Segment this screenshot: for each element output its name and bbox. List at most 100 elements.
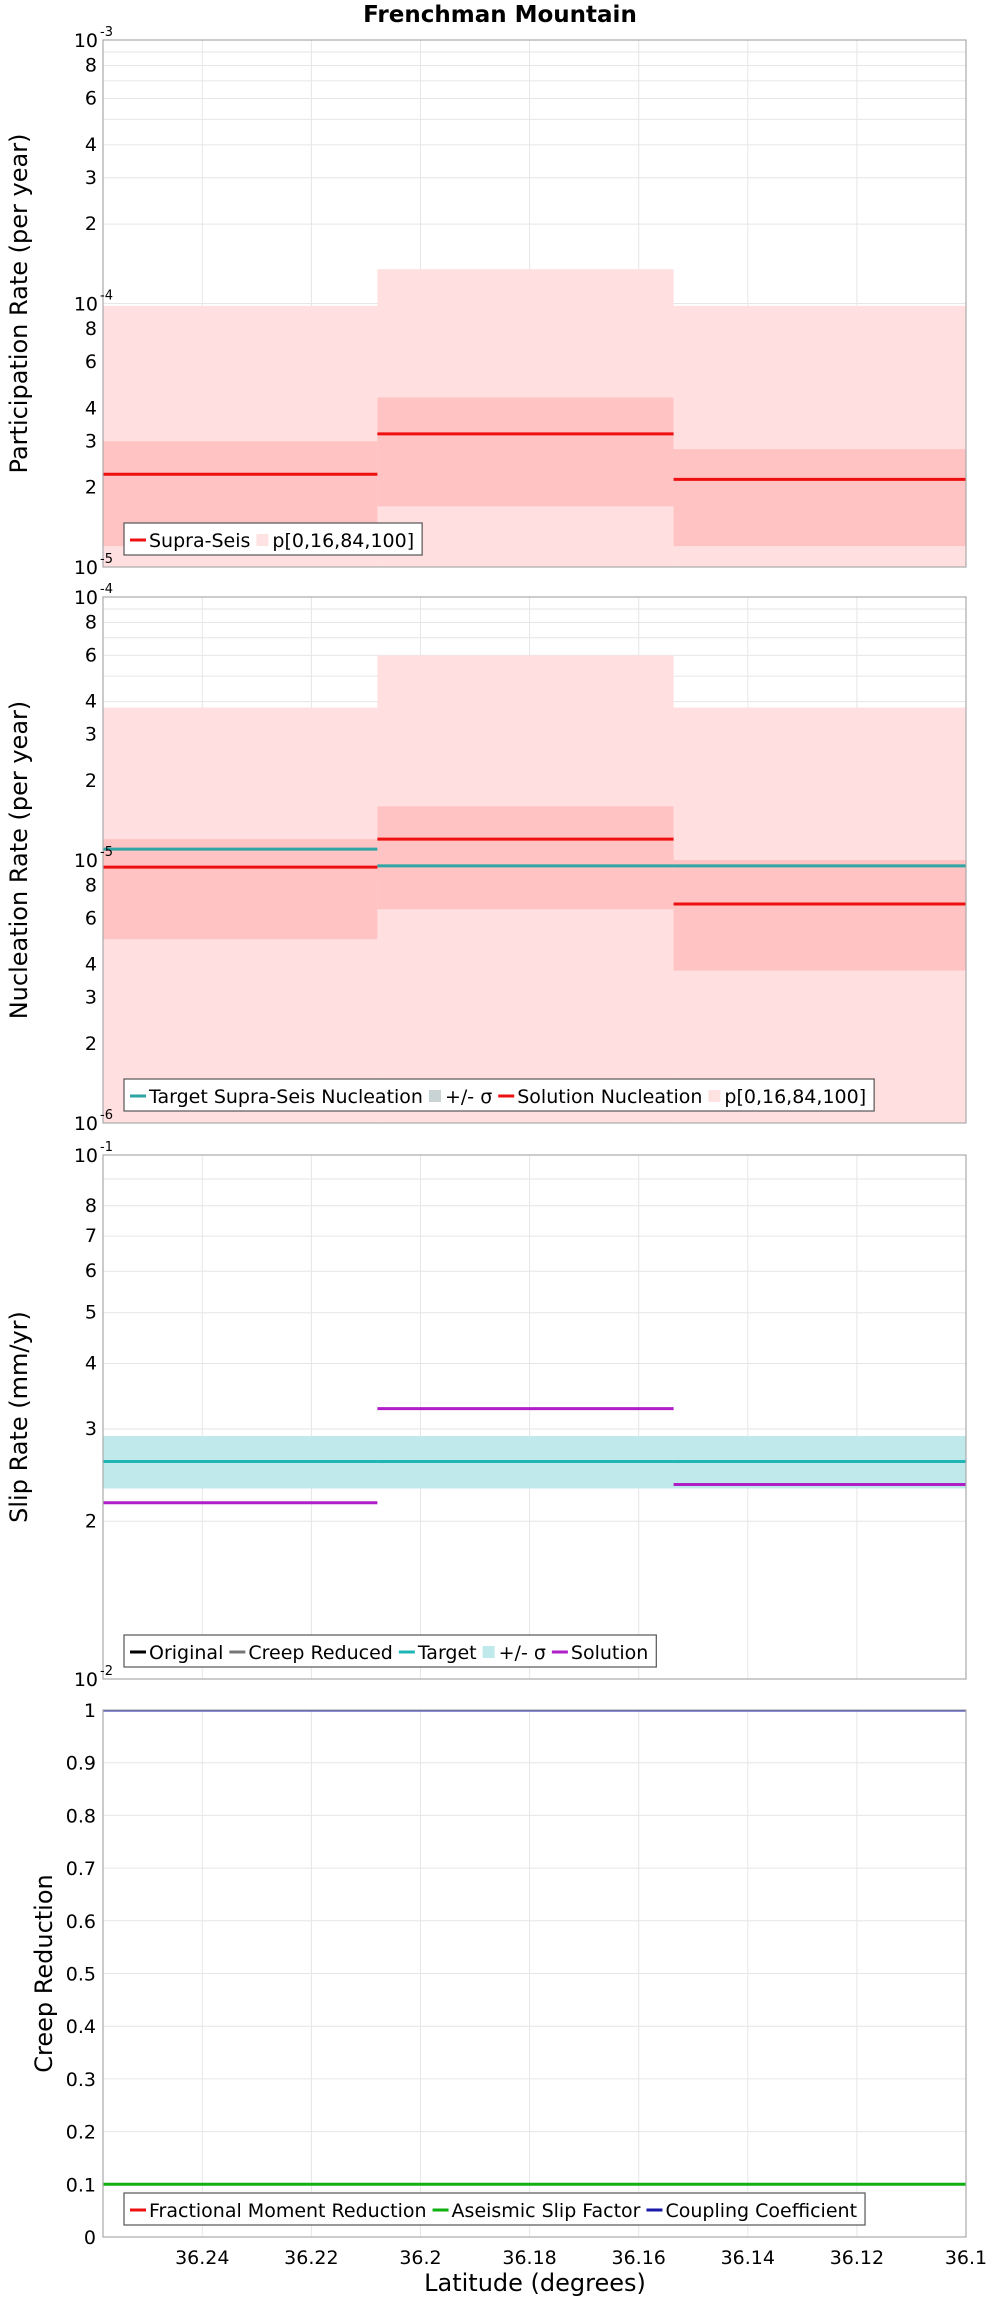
x-tick-label: 36.24: [175, 2247, 229, 2269]
legend-label: Creep Reduced: [248, 1642, 392, 1664]
y-minor-tick-label: 6: [85, 87, 97, 109]
y-tick-label: 0.7: [66, 1858, 96, 1880]
legend-box: [123, 1634, 657, 1668]
y-minor-tick-label: 2: [85, 1033, 97, 1055]
band-inner: [673, 860, 966, 971]
plot-area: [103, 269, 966, 567]
legend: Original Creep Reduced Target +/- σ Solution: [123, 1634, 657, 1668]
plot-area: [103, 655, 966, 1123]
y-tick-label: 10: [74, 557, 98, 579]
y-tick-label: 0.9: [66, 1753, 96, 1775]
legend-label: Fractional Moment Reduction: [149, 2200, 427, 2222]
x-axis-label: Latitude (degrees): [424, 2269, 646, 2297]
x-tick-label: 36.2: [399, 2247, 441, 2269]
y-minor-tick-label: 8: [85, 318, 97, 340]
y-minor-tick-label: 2: [85, 213, 97, 235]
y-minor-tick-label: 6: [85, 351, 97, 373]
y-minor-tick-label: 7: [85, 1225, 97, 1247]
band-inner: [673, 449, 966, 547]
legend-swatch: [708, 1090, 721, 1102]
y-tick-label: 0.8: [66, 1805, 96, 1827]
legend: Target Supra-Seis Nucleation +/- σ Solutio…: [123, 1078, 875, 1112]
y-minor-tick-label: 2: [85, 770, 97, 792]
plot-frame: [102, 596, 967, 1124]
y-tick-label: 0.1: [66, 2174, 96, 2196]
legend-swatch: [256, 534, 269, 546]
y-tick-label: 0.3: [66, 2069, 96, 2091]
y-minor-tick-label: 4: [85, 1353, 97, 1375]
band-inner: [377, 397, 674, 507]
x-tick-label: 36.16: [611, 2247, 665, 2269]
y-minor-tick-label: 2: [85, 477, 97, 499]
panel-4: 0 0.1 0.2 0.3 0.4 0.5 0.6 0.7 0.8 0.9 1 Creep Reduc…: [30, 1700, 967, 2249]
y-minor-tick-label: 6: [85, 907, 97, 929]
y-minor-tick-label: 8: [85, 1195, 97, 1217]
chart-title: Frenchman Mountain: [363, 2, 637, 28]
y-minor-tick-label: 3: [85, 1418, 97, 1440]
y-minor-tick-label: 6: [85, 1260, 97, 1282]
y-axis-label: Participation Rate (per year): [5, 134, 33, 474]
x-tick-label: 36.1: [945, 2247, 987, 2269]
legend-label: p[0,16,84,100]: [724, 1086, 866, 1108]
legend: Supra-Seis p[0,16,84,100]: [123, 522, 423, 556]
y-tick-label: 10: [74, 1669, 98, 1691]
legend-label: Solution: [571, 1642, 648, 1664]
y-axis-label: Creep Reduction: [30, 1874, 58, 2072]
y-tick-label: 0.4: [66, 2016, 96, 2038]
plot-frame: [102, 1709, 967, 2238]
y-tick-exponent: -6: [100, 1108, 113, 1123]
plot-frame: [102, 39, 967, 568]
y-minor-tick-label: 5: [85, 1302, 97, 1324]
y-minor-tick-label: 4: [85, 134, 97, 156]
legend-swatch: [428, 1090, 441, 1102]
y-tick-label: 10: [74, 850, 98, 872]
y-minor-tick-label: 6: [85, 644, 97, 666]
y-tick-label: 10: [74, 587, 98, 609]
y-tick-exponent: -1: [100, 1140, 113, 1155]
y-minor-tick-label: 4: [85, 954, 97, 976]
legend-background: [124, 523, 423, 555]
x-tick-label: 36.22: [284, 2247, 338, 2269]
plot-frame: [102, 1154, 967, 1680]
y-tick-label: 10: [74, 294, 98, 316]
y-minor-tick-label: 3: [85, 167, 97, 189]
y-minor-tick-label: 8: [85, 874, 97, 896]
y-tick-label: 0.2: [66, 2122, 96, 2144]
y-tick-exponent: -3: [100, 25, 113, 40]
y-axis-label: Nucleation Rate (per year): [5, 701, 33, 1020]
legend-label: Original: [149, 1642, 223, 1664]
legend-label: Coupling Coefficient: [665, 2200, 857, 2222]
y-tick-exponent: -4: [100, 582, 113, 597]
legend-label: Solution Nucleation: [517, 1086, 702, 1108]
y-axis-label: Slip Rate (mm/yr): [5, 1311, 33, 1523]
y-minor-tick-label: 4: [85, 397, 97, 419]
y-tick-exponent: -4: [100, 289, 113, 304]
y-tick-label: 0.6: [66, 1911, 96, 1933]
legend-box: [123, 522, 423, 556]
legend-label: +/- σ: [499, 1642, 546, 1664]
y-tick-label: 0: [84, 2227, 96, 2249]
y-minor-tick-label: 4: [85, 691, 97, 713]
y-tick-exponent: -5: [100, 552, 113, 567]
x-tick-label: 36.18: [502, 2247, 556, 2269]
y-minor-tick-label: 2: [85, 1510, 97, 1532]
y-minor-tick-label: 3: [85, 724, 97, 746]
legend-label: Target: [417, 1642, 477, 1664]
y-tick-label: 10: [74, 1145, 98, 1167]
y-tick-label: 1: [84, 1700, 96, 1722]
legend-label: p[0,16,84,100]: [272, 530, 414, 552]
y-minor-tick-label: 3: [85, 987, 97, 1009]
y-tick-exponent: -2: [100, 1664, 113, 1679]
y-tick-label: 10: [74, 1113, 98, 1135]
legend-box: [123, 2192, 866, 2226]
plot-area: [103, 1407, 966, 1505]
legend-background: [124, 2193, 866, 2225]
legend-label: Aseismic Slip Factor: [452, 2200, 641, 2222]
y-minor-tick-label: 8: [85, 611, 97, 633]
band-inner: [377, 806, 674, 910]
legend-label: Supra-Seis: [149, 530, 250, 552]
